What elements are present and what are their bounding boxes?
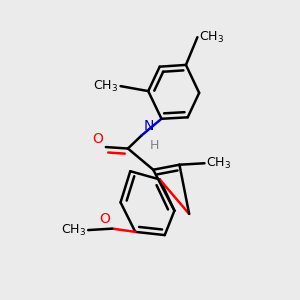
Text: O: O <box>99 212 110 226</box>
Text: H: H <box>150 139 159 152</box>
Text: CH$_3$: CH$_3$ <box>93 79 118 94</box>
Text: O: O <box>93 132 104 145</box>
Text: CH$_3$: CH$_3$ <box>61 223 86 238</box>
Text: CH$_3$: CH$_3$ <box>206 156 231 171</box>
Text: CH$_3$: CH$_3$ <box>199 30 224 45</box>
Text: N: N <box>143 119 154 133</box>
